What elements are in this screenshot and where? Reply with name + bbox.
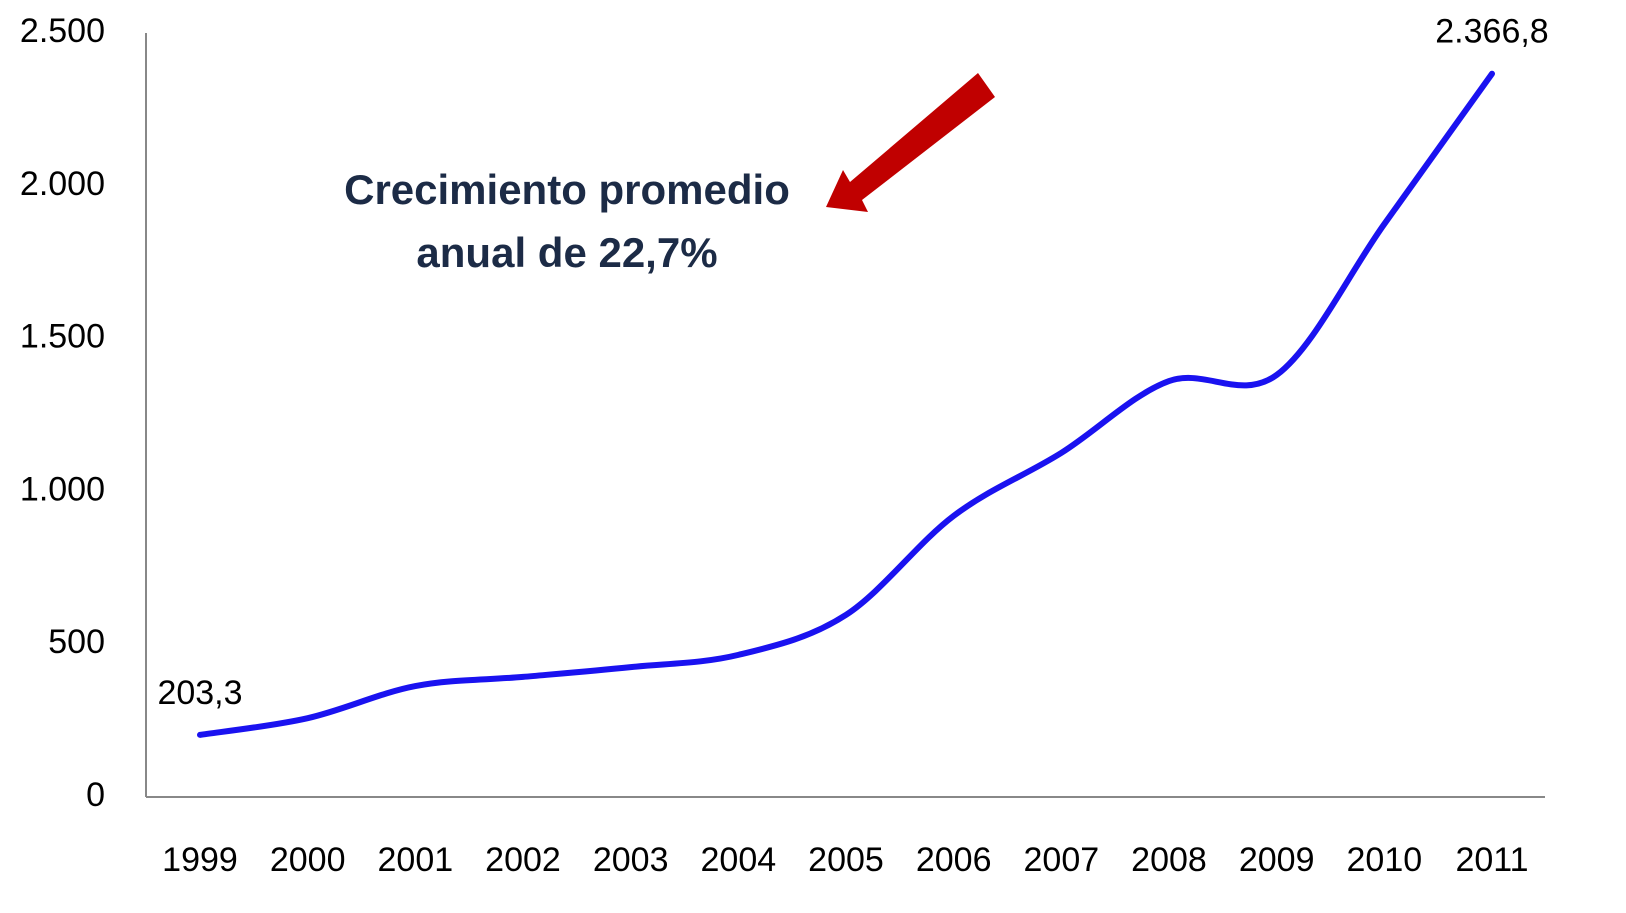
y-tick-label: 1.000 xyxy=(20,470,105,508)
x-tick-label: 2001 xyxy=(378,841,454,879)
x-tick-label: 2010 xyxy=(1347,841,1423,879)
x-tick-label: 2002 xyxy=(485,841,561,879)
x-tick-label: 1999 xyxy=(162,841,238,879)
arrow xyxy=(826,73,995,212)
y-tick-label: 2.000 xyxy=(20,165,105,203)
x-tick-label: 2000 xyxy=(270,841,346,879)
x-tick-label: 2003 xyxy=(593,841,669,879)
x-tick-label: 2011 xyxy=(1455,841,1528,879)
line xyxy=(197,70,1495,738)
annotation: Crecimiento promedio xyxy=(344,166,790,213)
x-tick-label: 2004 xyxy=(701,841,777,879)
data-label: 203,3 xyxy=(157,674,242,712)
x-tick-label: 2009 xyxy=(1239,841,1315,879)
y-tick-label: 500 xyxy=(48,623,105,661)
x-tick-label: 2008 xyxy=(1131,841,1207,879)
y-tick-label: 1.500 xyxy=(20,318,105,356)
y-tick-label: 0 xyxy=(86,776,105,814)
y-tick-label: 2.500 xyxy=(20,12,105,50)
x-tick-label: 2007 xyxy=(1024,841,1100,879)
x-tick-label: 2005 xyxy=(808,841,884,879)
data-label: 2.366,8 xyxy=(1435,13,1548,51)
x-tick-label: 2006 xyxy=(916,841,992,879)
annotation: anual de 22,7% xyxy=(416,229,717,276)
